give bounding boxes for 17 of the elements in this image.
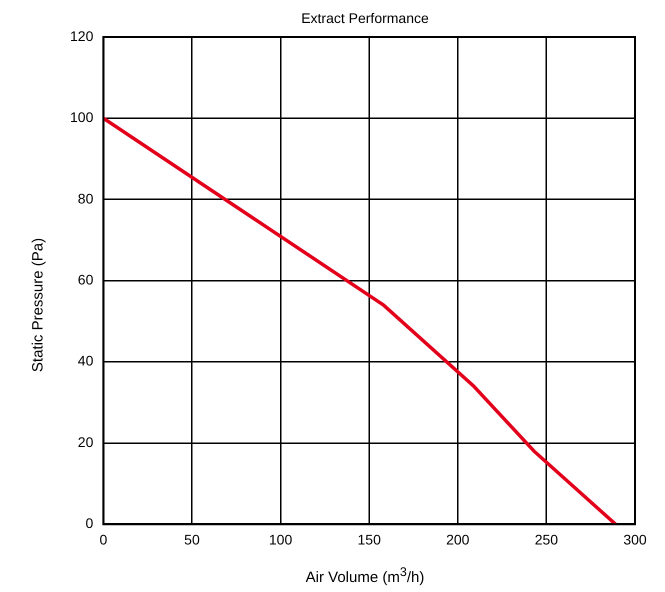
chart-title: Extract Performance [300,10,430,26]
y-tick-label: 120 [70,28,94,44]
x-tick-label: 300 [623,531,647,548]
y-tick-label: 0 [86,515,94,532]
x-axis-title: Air Volume (m$^{3}$/h) [304,565,426,586]
x-tick-label: 250 [534,531,558,548]
y-tick-label: 60 [78,271,94,288]
x-tick-label: 0 [99,531,108,548]
x-tick-label: 200 [446,531,470,548]
x-tick-label: 100 [268,531,292,548]
y-tick-label: 80 [78,190,94,206]
y-tick-label: 20 [78,434,94,450]
y-tick-label: 40 [78,352,94,369]
x-tick-label: 50 [184,531,200,548]
y-axis-title: Static Pressure (Pa) [30,238,46,372]
y-tick-label: 100 [70,109,94,126]
x-tick-label: 150 [358,531,382,548]
